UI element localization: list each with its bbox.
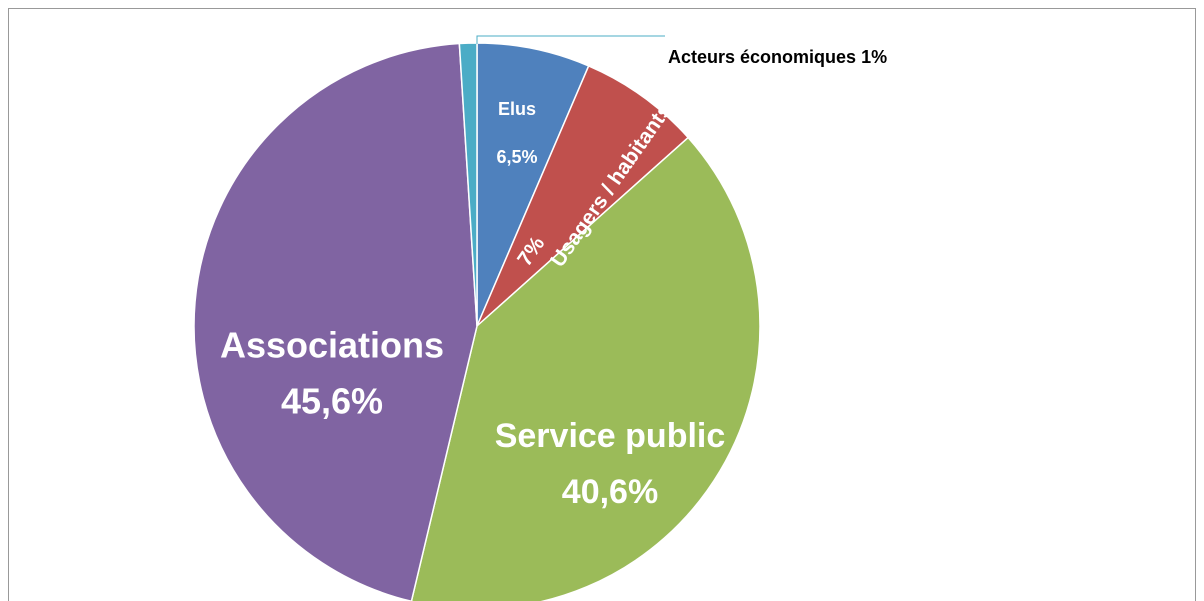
pie-slice	[476, 42, 590, 327]
slice-label: Service public	[495, 417, 726, 455]
slice-label: Acteurs économiques	[668, 47, 856, 67]
callout-label: Acteurs économiques 1%	[668, 47, 887, 67]
slice-value-label: 6,5%	[496, 147, 537, 167]
slice-label: Associations	[220, 325, 444, 366]
slice-label: Elus	[498, 99, 536, 119]
slice-value-label: 1%	[861, 47, 887, 67]
leader-line	[476, 35, 665, 44]
pie-slice	[476, 64, 690, 327]
slice-value-label: 45,6%	[281, 381, 383, 422]
slice-value-label: 40,6%	[562, 473, 658, 511]
pie-slice	[193, 42, 478, 601]
pie-slice	[410, 136, 761, 601]
